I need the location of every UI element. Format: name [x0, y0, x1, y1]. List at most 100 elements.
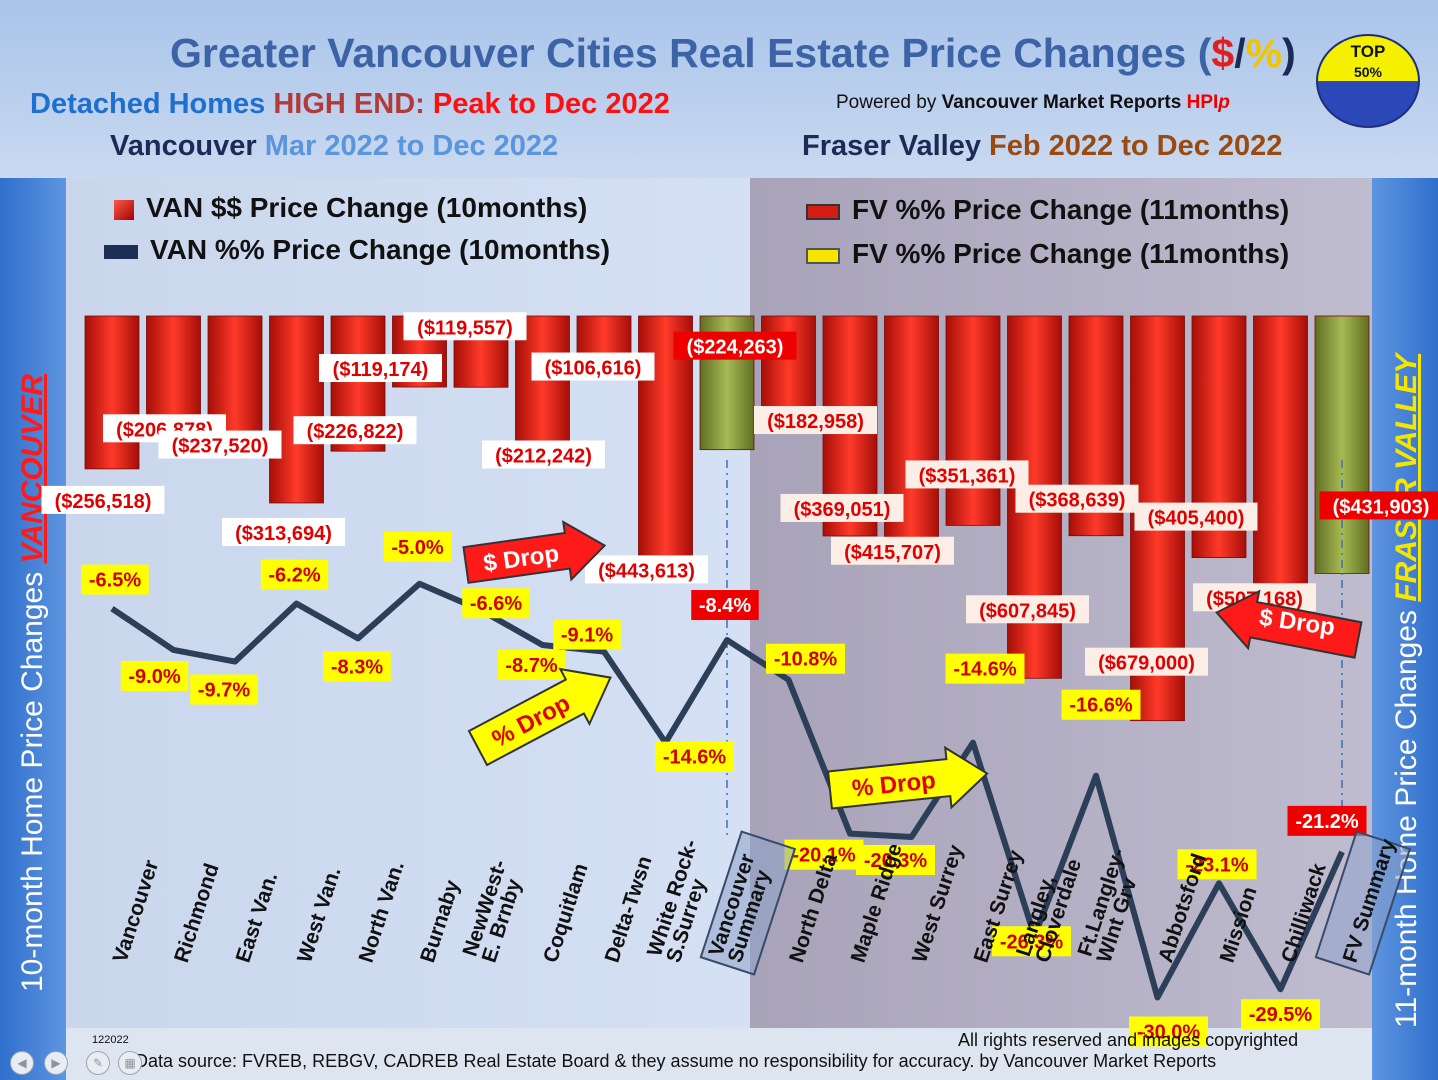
- legend-van-pct-label: VAN %% Price Change (10months): [150, 234, 611, 265]
- price-bar: [884, 315, 939, 565]
- percent-label: -29.5%: [1249, 1004, 1313, 1026]
- percent-label-box: [655, 741, 734, 772]
- dollar-label: ($351,361): [919, 465, 1016, 487]
- percent-label-box: [766, 643, 845, 674]
- percent-label-box: [945, 653, 1025, 684]
- percent-label-box: [1061, 689, 1141, 720]
- percent-label-box: [1177, 849, 1257, 880]
- percent-label: -20.3%: [864, 850, 928, 872]
- category-label-text: Vancouver: [109, 857, 164, 965]
- legend-van-dollar-label: VAN $$ Price Change (10months): [146, 192, 588, 223]
- fraser-period: Fraser Valley Feb 2022 to Dec 2022: [802, 130, 1282, 163]
- dollar-drop-arrow-right-shape: [1215, 589, 1363, 659]
- percent-label: -23.1%: [1185, 854, 1249, 876]
- category-label: West Van.: [293, 864, 345, 965]
- category-label-text: Mission: [1216, 884, 1262, 965]
- percent-label-box: [856, 844, 935, 875]
- percent-line: [110, 580, 1345, 1001]
- percent-label: -6.5%: [89, 570, 141, 592]
- powered-brand: Vancouver Market Reports: [941, 92, 1187, 113]
- category-label: FV Summary: [1314, 830, 1412, 976]
- category-label: Coquitlam: [539, 861, 593, 966]
- percent-label-box: [323, 651, 391, 682]
- dollar-label: ($106,616): [545, 358, 642, 380]
- percent-label: -14.6%: [953, 659, 1017, 681]
- percent-label: -10.8%: [774, 649, 838, 671]
- dollar-label: ($237,520): [172, 436, 269, 458]
- percent-label-box: [190, 674, 258, 705]
- percent-label-box: [260, 559, 329, 590]
- page-title: Greater Vancouver Cities Real Estate Pri…: [170, 30, 1296, 77]
- percent-label: -9.7%: [198, 680, 250, 702]
- percent-label-box: [462, 588, 530, 619]
- dollar-drop-arrow-left-shape: [462, 520, 607, 584]
- percent-label-box: [497, 649, 566, 680]
- dollar-label: ($368,639): [1029, 490, 1126, 512]
- category-label-text: Coquitlam: [539, 861, 593, 966]
- percent-label-box: [1129, 1016, 1208, 1047]
- pen-icon[interactable]: ✎: [86, 1051, 110, 1075]
- percent-label: -20.1%: [792, 845, 856, 867]
- percent-label: -8.4%: [699, 595, 751, 617]
- percent-label: -8.7%: [505, 655, 557, 677]
- dollar-label-box: [293, 416, 417, 445]
- category-label: East Van.: [232, 869, 283, 965]
- category-label: Mission: [1216, 884, 1262, 965]
- subtitle-detached: Detached Homes: [30, 88, 274, 120]
- date-code: 122022: [92, 1034, 129, 1046]
- dollar-label-box: [905, 460, 1029, 489]
- dollar-label: ($224,263): [687, 337, 784, 359]
- legend-swatch-red: [114, 199, 134, 220]
- legend-swatch-line: [104, 244, 138, 259]
- title-slash: /: [1234, 30, 1246, 76]
- dollar-label-box: [482, 440, 605, 469]
- powered-prefix: Powered by: [836, 92, 942, 113]
- legend-van-dollar: VAN $$ Price Change (10months): [114, 192, 587, 224]
- category-label: Vancouver: [109, 857, 164, 965]
- dollar-label-box: [403, 312, 527, 341]
- dollar-drop-arrow-left: $ Drop: [462, 520, 607, 584]
- badge-bottom: 50%: [1353, 64, 1383, 80]
- badge-top: TOP: [1350, 42, 1386, 61]
- percent-label: -5.0%: [391, 537, 443, 559]
- category-label: Richmond: [170, 861, 224, 966]
- legend-fv-dollar: FV %% Price Change (11months): [806, 194, 1289, 226]
- prev-slide-icon[interactable]: ◀: [10, 1051, 34, 1075]
- left-side-band: [0, 178, 66, 1080]
- percent-label: -9.1%: [561, 625, 613, 647]
- percent-label-box: [1241, 999, 1320, 1030]
- dollar-label: ($431,903): [1333, 496, 1430, 518]
- percent-drop-arrow-right: % Drop: [826, 745, 989, 810]
- next-slide-icon[interactable]: ▶: [44, 1051, 68, 1075]
- dollar-label: ($415,707): [844, 542, 941, 564]
- header-band: [0, 0, 1438, 178]
- dollar-label: ($182,958): [767, 411, 864, 433]
- powered-hpi: HPI: [1186, 92, 1219, 113]
- percent-label-box: [120, 660, 189, 691]
- vancouver-period: Vancouver Mar 2022 to Dec 2022: [110, 130, 558, 163]
- dollar-label: ($679,000): [1098, 653, 1195, 675]
- title-close: ): [1282, 30, 1296, 76]
- category-label-text: North Van.: [355, 858, 409, 965]
- percent-label: -21.2%: [1295, 811, 1359, 833]
- top-50-badge: TOP 50%: [1316, 34, 1420, 128]
- slides-icon[interactable]: ▦: [118, 1051, 142, 1075]
- legend-fv-pct-label: FV %% Price Change (11months): [852, 238, 1290, 269]
- category-label: Ft.Langley-Wlnt Grv: [1074, 846, 1142, 966]
- percent-label-box: [553, 619, 621, 650]
- dollar-drop-arrow-right: [1215, 589, 1363, 659]
- dollar-label: ($313,694): [235, 523, 332, 545]
- category-label-text: Richmond: [170, 861, 224, 966]
- price-bar: [945, 315, 1001, 526]
- percent-label-box: [691, 590, 759, 621]
- percent-label-box: [992, 926, 1071, 957]
- price-bar: [1253, 315, 1308, 619]
- summary-category-box: [699, 830, 797, 976]
- subtitle-segment: Detached Homes HIGH END: Peak to Dec 202…: [30, 88, 670, 121]
- dollar-label: ($369,051): [794, 499, 891, 521]
- copyright-notice: All rights reserved and images copyright…: [958, 1030, 1299, 1050]
- category-label-text: East Van.: [232, 869, 283, 965]
- percent-label-box: [784, 839, 864, 870]
